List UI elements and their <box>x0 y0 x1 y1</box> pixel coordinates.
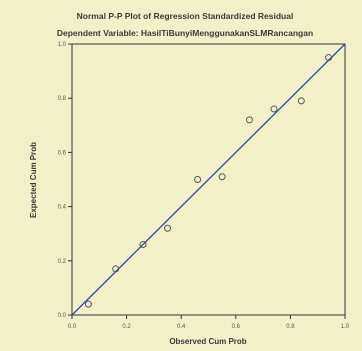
reference-line <box>71 43 346 316</box>
plot-area: 0.0 0.2 0.4 0.6 0.8 1.0 0.0 0.2 0.4 0.6 0.8 1.0 <box>58 42 350 330</box>
x-tick-label: 0.4 <box>177 324 186 330</box>
data-point <box>218 173 226 181</box>
x-tick-label: 0.8 <box>286 324 295 330</box>
data-point <box>112 265 120 273</box>
data-point <box>245 116 253 124</box>
data-point <box>297 97 305 105</box>
data-point <box>270 105 278 113</box>
data-point <box>139 241 147 249</box>
x-tick-label: 0.0 <box>68 324 77 330</box>
chart-title: Normal P-P Plot of Regression Standardiz… <box>77 11 294 21</box>
data-point <box>325 54 333 62</box>
y-axis-label: Expected Cum Prob <box>29 142 38 218</box>
y-tick-label: 0.8 <box>58 96 67 102</box>
x-tick-label: 0.6 <box>232 324 241 330</box>
y-tick-label: 1.0 <box>58 42 67 48</box>
data-point <box>84 300 92 308</box>
data-point <box>194 176 202 183</box>
plot-frame <box>71 43 346 316</box>
y-tick-label: 0.0 <box>58 313 67 319</box>
y-tick-label: 0.2 <box>58 259 67 265</box>
chart-subtitle: Dependent Variable: HasilTiBunyiMengguna… <box>57 28 313 38</box>
y-tick-label: 0.4 <box>58 205 67 211</box>
x-tick-label: 0.2 <box>122 324 131 330</box>
data-point <box>164 224 172 232</box>
x-axis-label: Observed Cum Prob <box>169 337 246 346</box>
x-tick-label: 1.0 <box>341 324 350 330</box>
y-tick-label: 0.6 <box>58 150 67 156</box>
